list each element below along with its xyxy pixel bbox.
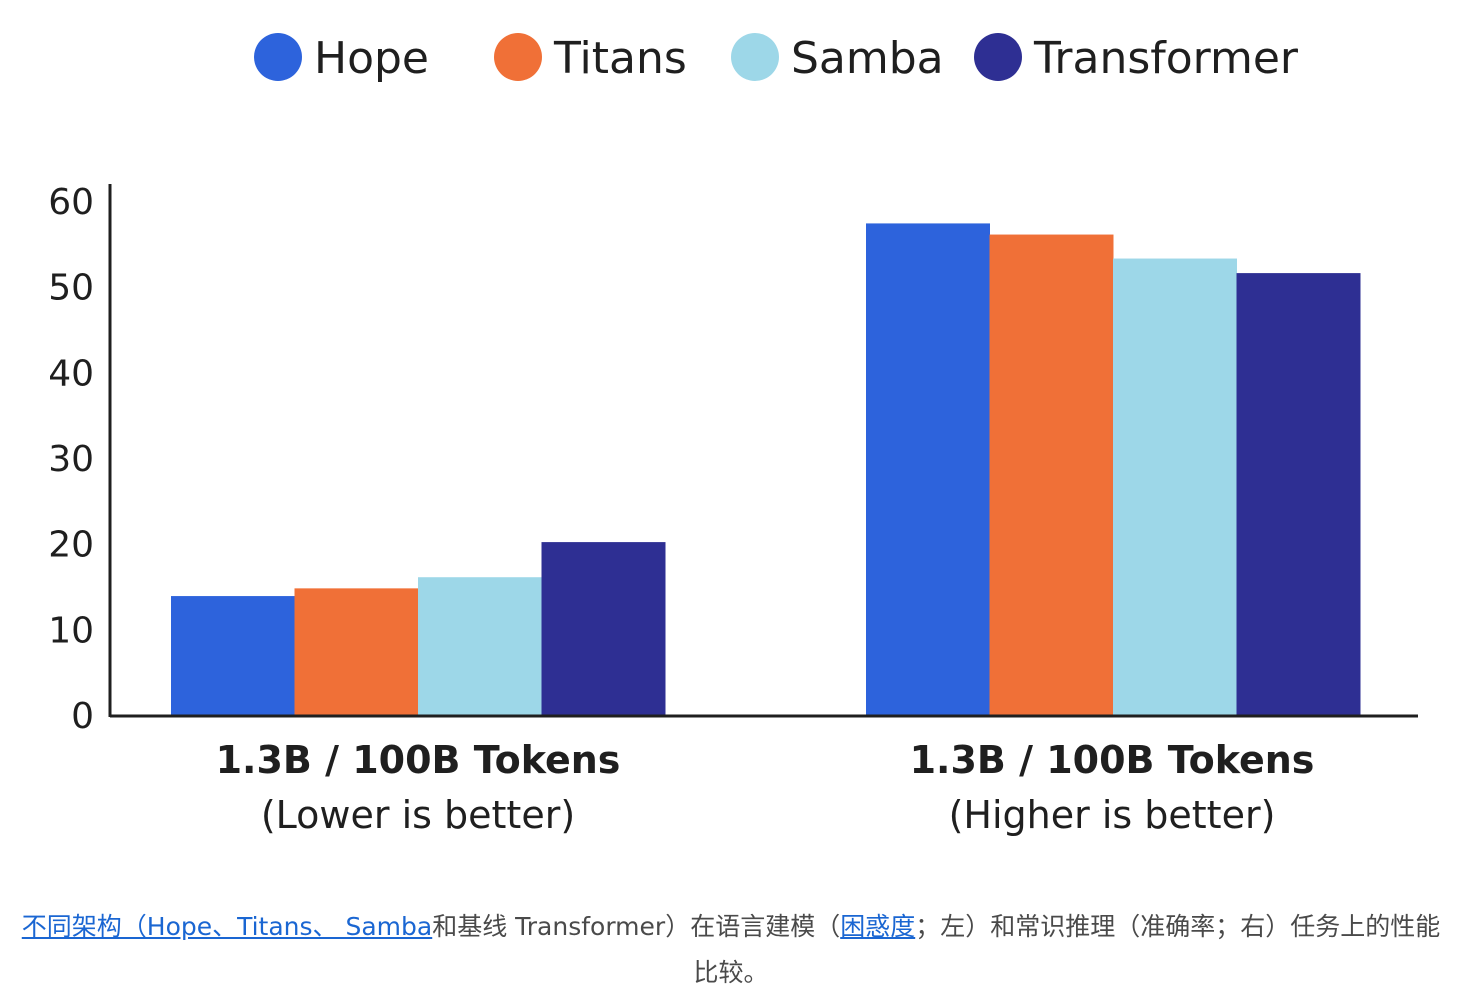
bar-chart: Hope Titans Samba Transformer 0 10 20 30 40 50 60… [48,33,1418,837]
legend-swatch-hope [254,33,302,81]
caption-text-baseline: 和基线 Transformer）在语言建模（ [432,912,841,941]
bar-samba-group-2 [1113,258,1237,716]
legend-label-hope: Hope [314,33,429,84]
caption-text-rest: ；左）和常识推理（准确率；右）任务上的性能比较。 [693,912,1441,987]
bar-hope-group-1 [171,596,295,716]
bar-transformer-group-2 [1236,273,1361,716]
category-subtitle-2: (Higher is better) [949,793,1276,837]
category-title-1: 1.3B / 100B Tokens [216,738,621,782]
architectures-link[interactable]: 不同架构（Hope、Titans、 Samba [21,912,433,941]
bar-samba-group-1 [418,577,542,716]
category-subtitle-1: (Lower is better) [261,793,575,837]
perplexity-link[interactable]: 困惑度 [840,912,916,941]
y-tick-label: 40 [48,353,94,394]
y-tick-label: 0 [71,696,94,737]
legend-label-titans: Titans [553,33,687,84]
bars [171,223,1361,716]
y-tick-label: 10 [48,610,94,651]
y-tick-label: 50 [48,268,94,309]
category-title-2: 1.3B / 100B Tokens [910,738,1315,782]
bar-titans-group-1 [294,588,419,716]
legend-swatch-transformer [974,33,1022,81]
category-labels: 1.3B / 100B Tokens (Lower is better) 1.3B … [216,738,1315,837]
bar-transformer-group-1 [541,542,666,716]
legend: Hope Titans Samba Transformer [254,33,1299,84]
y-tick-label: 30 [48,439,94,480]
bar-titans-group-2 [989,234,1114,716]
legend-swatch-titans [494,33,542,81]
y-axis-ticks: 0 10 20 30 40 50 60 [48,182,94,737]
legend-label-transformer: Transformer [1033,33,1299,84]
legend-swatch-samba [731,33,779,81]
y-tick-label: 60 [48,182,94,223]
bar-hope-group-2 [866,223,990,716]
figure-caption: 不同架构（Hope、Titans、 Samba和基线 Transformer）在… [20,904,1442,996]
legend-label-samba: Samba [791,33,944,84]
y-tick-label: 20 [48,525,94,566]
